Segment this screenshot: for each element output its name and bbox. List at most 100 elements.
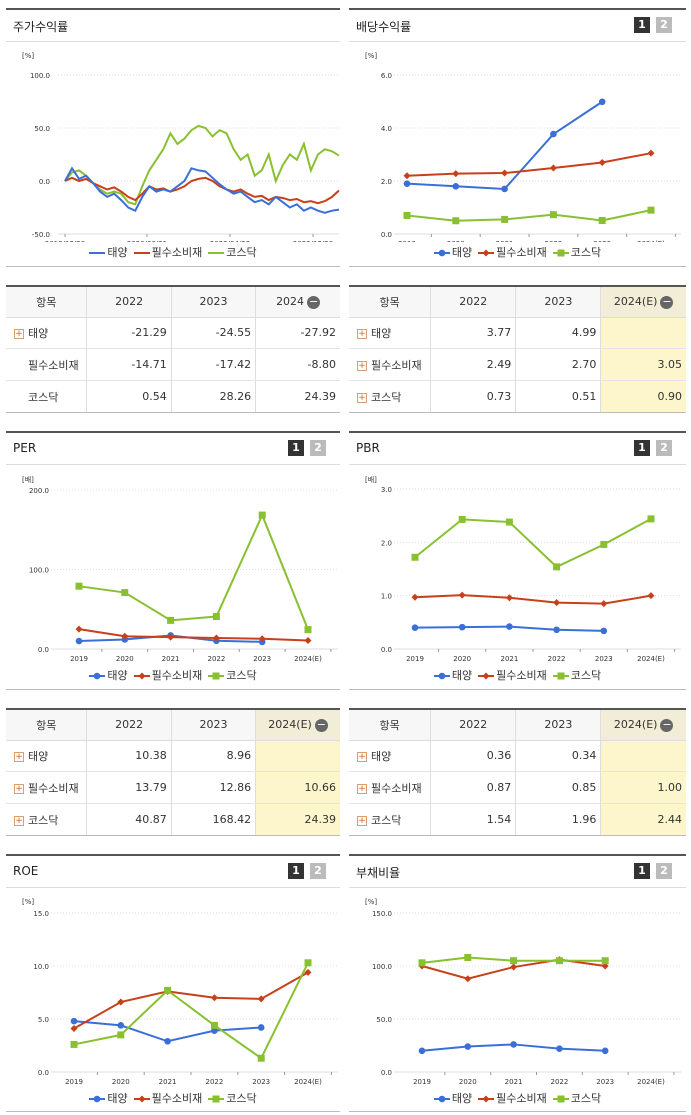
legend-item-kosdaq[interactable]: 코스닥 — [552, 1092, 601, 1105]
debt-ratio-panel: 부채비율 1 2 [%] 150.0 100.0 50.0 0.0 2019 2020 20… — [349, 854, 686, 1112]
page-1-button[interactable]: 1 — [288, 863, 304, 879]
expand-plus-icon[interactable]: + — [357, 783, 367, 794]
x-tick-label: 2021 — [500, 655, 518, 663]
row-label: + 태양 — [349, 740, 432, 773]
collapse-icon[interactable]: − — [660, 294, 674, 309]
data-point-kosdaq — [210, 1021, 218, 1029]
page-2-button[interactable]: 2 — [310, 863, 326, 879]
legend-item-kosdaq[interactable]: 코스닥 — [552, 669, 601, 682]
data-point-kosdaq — [452, 217, 460, 225]
x-tick-label: 2020/08/31 — [127, 240, 167, 242]
page-2-button[interactable]: 2 — [656, 440, 672, 456]
legend-item-taeyang[interactable]: 태양 — [433, 246, 472, 259]
collapse-icon[interactable]: − — [307, 294, 321, 309]
legend-marker — [557, 672, 565, 680]
y-tick-label: 0.0 — [38, 646, 49, 654]
legend-item-kosdaq[interactable]: 코스닥 — [208, 1092, 257, 1105]
legend-swatch-icon — [133, 672, 150, 680]
dividend-yield-panel: 배당수익률 1 2 [%] 6.0 4.0 2.0 0.0 2019 2020 2021 20… — [349, 8, 686, 267]
table-cell: 2.44 — [600, 803, 686, 835]
x-tick-label: 2020 — [112, 1078, 130, 1086]
legend-item-taeyang[interactable]: 태양 — [89, 1092, 128, 1105]
page-2-button[interactable]: 2 — [310, 440, 326, 456]
page-2-button[interactable]: 2 — [656, 17, 672, 33]
table-cell: 0.90 — [600, 380, 686, 412]
collapse-icon[interactable]: − — [314, 717, 328, 732]
series-line-kosdaq — [78, 512, 309, 630]
table-cell: 28.26 — [171, 380, 257, 412]
legend-item-taeyang[interactable]: 태양 — [89, 246, 128, 259]
data-point-kosdaq — [555, 957, 563, 965]
data-point-kosdaq — [458, 515, 466, 523]
data-point-kosdaq — [501, 215, 509, 223]
legend-swatch-icon — [208, 672, 225, 680]
page-1-button[interactable]: 1 — [634, 863, 650, 879]
table-cell: 4.99 — [515, 317, 602, 350]
table-row: + 태양 0.36 0.34 — [349, 740, 686, 773]
row-label: + 태양 — [6, 740, 88, 773]
data-point-pilsu-sobija — [501, 169, 509, 177]
legend-item-taeyang[interactable]: 태양 — [89, 669, 128, 682]
expand-plus-icon[interactable]: + — [357, 392, 367, 403]
table-header: 항목 — [349, 287, 432, 318]
debt-ratio-chart: 150.0 100.0 50.0 0.0 2019 2020 2021 2022 2023 202… — [372, 910, 681, 1086]
legend: 태양 필수소비재 코스닥 — [6, 667, 340, 683]
legend-swatch-icon — [552, 249, 569, 257]
expand-plus-icon[interactable]: + — [14, 328, 24, 339]
data-point-kosdaq — [510, 957, 518, 965]
expand-plus-icon[interactable]: + — [14, 751, 24, 762]
legend-item-taeyang[interactable]: 태양 — [433, 1092, 472, 1105]
legend-item-kosdaq[interactable]: 코스닥 — [552, 246, 601, 259]
legend-swatch-icon — [478, 672, 495, 680]
legend-item-pilsu-sobija[interactable]: 필수소비재 — [133, 246, 202, 259]
expand-plus-icon[interactable]: + — [14, 783, 24, 794]
x-tick-label: 2023 — [253, 655, 271, 663]
series-line-pilsu-sobija — [414, 594, 652, 605]
data-point-taeyang — [411, 624, 419, 631]
legend-item-pilsu-sobija[interactable]: 필수소비재 — [478, 246, 547, 259]
data-point-taeyang — [501, 185, 508, 193]
page-1-button[interactable]: 1 — [634, 440, 650, 456]
table-cell: 24.39 — [255, 803, 340, 835]
table-cell — [600, 317, 686, 350]
legend-swatch-icon — [133, 1095, 150, 1103]
x-tick-label: 2019 — [70, 655, 88, 663]
data-point-taeyang — [598, 98, 606, 106]
table-cell: 168.42 — [171, 803, 257, 835]
row-label: + 코스닥 — [349, 380, 432, 412]
series-line-kosdaq — [414, 517, 652, 569]
expand-plus-icon[interactable]: + — [357, 751, 367, 762]
legend-item-kosdaq[interactable]: 코스닥 — [208, 246, 257, 259]
table-cell: 0.34 — [515, 740, 602, 773]
legend-item-pilsu-sobija[interactable]: 필수소비재 — [133, 1092, 202, 1105]
legend-item-pilsu-sobija[interactable]: 필수소비재 — [133, 669, 202, 682]
legend-item-taeyang[interactable]: 태양 — [433, 669, 472, 682]
table-cell: -27.92 — [255, 317, 340, 350]
page-2-button[interactable]: 2 — [656, 863, 672, 879]
table-header: 2022 — [430, 710, 517, 741]
page-1-button[interactable]: 1 — [634, 17, 650, 33]
data-point-taeyang — [403, 180, 411, 187]
expand-plus-icon[interactable]: + — [14, 815, 24, 826]
collapse-icon[interactable]: − — [660, 717, 674, 732]
legend-swatch-icon — [552, 672, 569, 680]
series-line-pilsu-sobija — [406, 152, 652, 177]
expand-plus-icon[interactable]: + — [357, 360, 367, 371]
table-cell: 1.96 — [515, 803, 602, 835]
table-header: 항목 — [6, 710, 88, 741]
legend-item-pilsu-sobija[interactable]: 필수소비재 — [478, 1092, 547, 1105]
x-tick-label: 2020 — [453, 655, 471, 663]
page-1-button[interactable]: 1 — [288, 440, 304, 456]
data-point-pilsu-sobija — [452, 170, 460, 178]
legend-marker — [482, 1095, 490, 1103]
legend-item-kosdaq[interactable]: 코스닥 — [208, 669, 257, 682]
legend-item-pilsu-sobija[interactable]: 필수소비재 — [478, 669, 547, 682]
unit-label: [%] — [365, 52, 378, 60]
row-label: + 필수소비재 — [349, 348, 432, 382]
expand-plus-icon[interactable]: + — [357, 815, 367, 826]
pbr-panel: PBR 1 2 [배] 3.0 2.0 1.0 0.0 2019 2020 2021 2022… — [349, 431, 686, 690]
x-tick-label: 2022 — [548, 655, 566, 663]
data-point-kosdaq — [418, 959, 426, 967]
legend: 태양 필수소비재 코스닥 — [6, 1090, 340, 1106]
expand-plus-icon[interactable]: + — [357, 328, 367, 339]
